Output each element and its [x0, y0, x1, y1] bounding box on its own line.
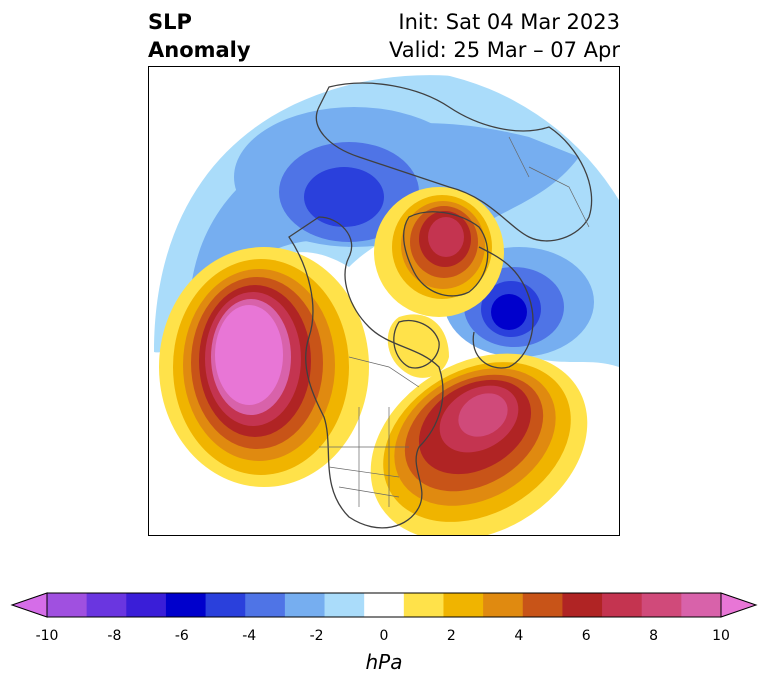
coastlines [288, 82, 593, 529]
title-left: SLP Anomaly [148, 8, 251, 64]
colorbar-tick-label: -2 [309, 628, 324, 644]
init-date: Init: Sat 04 Mar 2023 [398, 10, 620, 34]
colorbar-tick-label: 4 [514, 628, 524, 644]
colorbar-tick-label: -8 [107, 628, 122, 644]
low-barents [444, 247, 594, 357]
colorbar-segment [364, 593, 405, 617]
colorbar-segment [562, 593, 603, 617]
colorbar-tick-label: -10 [35, 628, 59, 644]
colorbar-segment [165, 593, 207, 617]
colorbar-tick-label: -6 [174, 628, 189, 644]
colorbar-tick-label: 6 [581, 628, 591, 644]
colorbar-segment [126, 593, 167, 617]
title-right: Init: Sat 04 Mar 2023 Valid: 25 Mar – 07… [389, 8, 620, 64]
colorbar-tick-label: 10 [712, 628, 730, 644]
colorbar-segment [403, 593, 444, 617]
colorbar-segment [324, 593, 365, 617]
high-north-atlantic [370, 353, 588, 535]
colorbar-segment [641, 593, 682, 617]
colorbar-segment [483, 593, 524, 617]
title-line1: SLP [148, 10, 192, 34]
valid-range: Valid: 25 Mar – 07 Apr [389, 38, 620, 62]
colorbar-tick-label: 0 [379, 628, 389, 644]
colorbar-segment [284, 593, 326, 617]
high-ne-pacific [159, 247, 369, 487]
colorbar-tick-label: 2 [446, 628, 456, 644]
colorbar: -10 -8 -6 -4 -2 0 2 4 6 8 10 hPa [0, 588, 768, 686]
colorbar-tick-label: -4 [242, 628, 257, 644]
colorbar-graphic [10, 592, 758, 618]
colorbar-segment [602, 593, 643, 617]
colorbar-segment [245, 593, 286, 617]
colorbar-outline [46, 592, 722, 618]
borders [319, 136, 590, 507]
title-line2: Anomaly [148, 38, 251, 62]
colorbar-tick-label: 8 [649, 628, 659, 644]
colorbar-segment [522, 593, 563, 617]
colorbar-segment [86, 593, 127, 617]
colorbar-segment [205, 593, 246, 617]
colorbar-unit: hPa [365, 650, 403, 674]
colorbar-segment [443, 593, 484, 617]
colorbar-extend-right [720, 592, 758, 618]
high-greenland [374, 187, 504, 317]
colorbar-segment [47, 593, 88, 617]
colorbar-segment [681, 593, 722, 617]
colorbar-extend-left [10, 592, 48, 618]
anomaly-map [148, 66, 620, 536]
